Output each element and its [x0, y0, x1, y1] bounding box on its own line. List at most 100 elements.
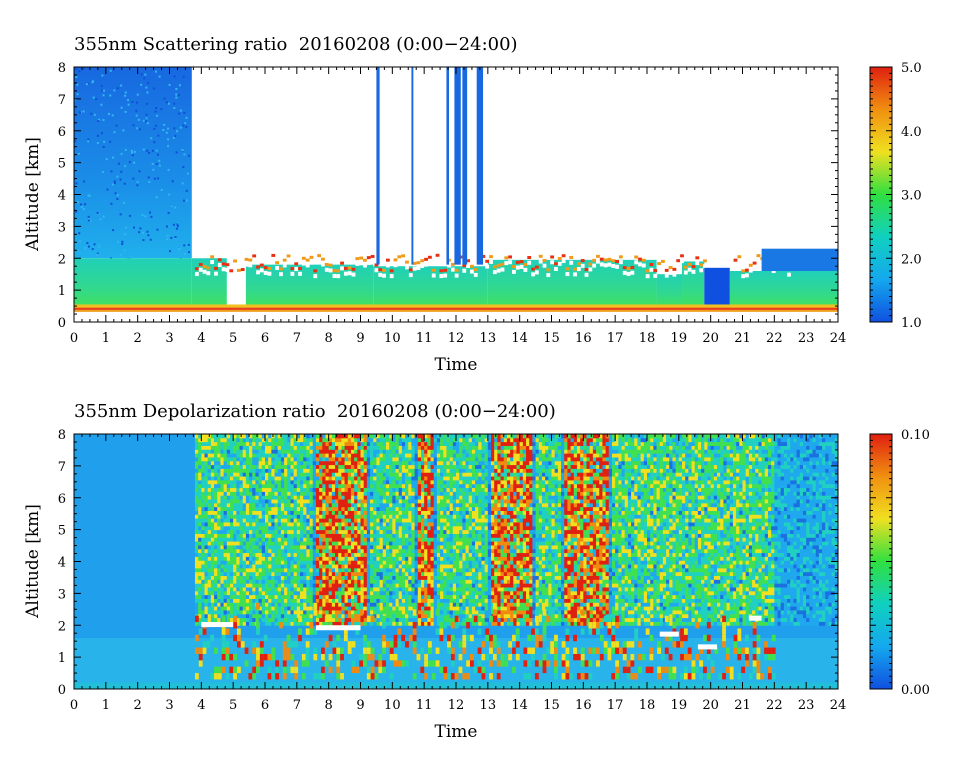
depol-pixel	[440, 595, 444, 599]
depol-pixel	[319, 553, 323, 557]
depol-pixel	[201, 442, 205, 446]
depol-pixel	[399, 533, 403, 537]
depol-pixel	[431, 461, 435, 465]
depol-pixel	[373, 503, 377, 507]
depol-pixel	[208, 518, 212, 522]
depol-pixel	[348, 576, 352, 580]
depol-pixel	[405, 564, 409, 568]
depol-pixel	[275, 621, 279, 625]
depol-pixel	[208, 595, 212, 599]
depol-pixel	[281, 560, 285, 564]
depol-pixel	[332, 499, 336, 503]
depol-pixel	[195, 556, 199, 560]
cloud-top-contour	[420, 259, 424, 262]
depol-pixel	[316, 495, 320, 499]
noise-pixel	[149, 211, 151, 213]
depol-pixel	[402, 618, 406, 622]
depol-pixel	[348, 449, 352, 453]
cloud-core	[245, 263, 249, 267]
depol-pixel	[329, 595, 333, 599]
depol-pixel	[303, 541, 307, 545]
depol-pixel	[440, 526, 444, 530]
depol-pixel	[214, 484, 218, 488]
depol-pixel	[329, 438, 333, 442]
depol-pixel	[411, 445, 415, 449]
depol-pixel	[265, 587, 269, 591]
depol-pixel	[335, 545, 339, 549]
depol-pixel	[224, 595, 228, 599]
depol-pixel	[259, 610, 263, 614]
depol-pixel	[396, 457, 400, 461]
boundary-layer	[74, 258, 192, 306]
depol-pixel	[252, 461, 256, 465]
depol-pixel	[402, 533, 406, 537]
depol-pixel	[361, 553, 365, 557]
depol-pixel	[287, 518, 291, 522]
depol-pixel	[329, 553, 333, 557]
depol-pixel	[341, 488, 345, 492]
depol-pixel	[329, 579, 333, 583]
depol-pixel	[294, 545, 298, 549]
depol-pixel	[227, 442, 231, 446]
cloud-top-contour	[501, 263, 505, 266]
depol-pixel	[233, 598, 237, 602]
depol-pixel	[300, 518, 304, 522]
depol-pixel	[230, 591, 234, 595]
depol-pixel	[287, 598, 291, 602]
scattering-xtick-label: 4	[197, 331, 205, 346]
cloud-core	[462, 269, 466, 273]
depol-pixel	[233, 595, 237, 599]
depol-pixel	[383, 499, 387, 503]
noise-pixel	[173, 107, 175, 109]
noise-pixel	[131, 152, 133, 154]
depol-pixel	[348, 549, 352, 553]
depol-pixel	[294, 522, 298, 526]
depol-pixel	[396, 507, 400, 511]
depol-pixel	[233, 484, 237, 488]
depol-pixel	[364, 595, 368, 599]
depol-pixel	[249, 518, 253, 522]
depol-pixel	[287, 576, 291, 580]
noise-pixel	[143, 77, 145, 79]
depol-pixel	[424, 564, 428, 568]
depol-pixel	[357, 545, 361, 549]
depol-pixel	[268, 468, 272, 472]
depol-pixel	[211, 476, 215, 480]
depol-pixel	[284, 449, 288, 453]
depol-pixel	[418, 606, 422, 610]
depol-pixel	[201, 445, 205, 449]
cloud-core	[271, 259, 275, 263]
depol-pixel	[306, 541, 310, 545]
depol-pixel	[224, 553, 228, 557]
depol-pixel	[262, 583, 266, 587]
depol-pixel	[255, 438, 259, 442]
depol-pixel	[265, 480, 269, 484]
depol-pixel	[354, 598, 358, 602]
depol-pixel	[259, 579, 263, 583]
depol-pixel	[249, 442, 253, 446]
noise-pixel	[159, 165, 161, 167]
cloud-core	[485, 265, 489, 269]
depol-pixel	[354, 545, 358, 549]
depol-pixel	[265, 606, 269, 610]
depol-pixel	[265, 484, 269, 488]
depol-pixel	[380, 591, 384, 595]
depol-pixel	[338, 511, 342, 515]
depol-pixel	[230, 530, 234, 534]
depol-pixel	[262, 507, 266, 511]
depol-pixel	[201, 514, 205, 518]
depol-pixel	[201, 499, 205, 503]
depol-pixel	[214, 472, 218, 476]
depol-pixel	[294, 595, 298, 599]
depol-pixel	[316, 488, 320, 492]
depol-pixel	[329, 449, 333, 453]
depol-pixel	[319, 530, 323, 534]
depol-pixel	[389, 468, 393, 472]
depol-pixel	[262, 533, 266, 537]
cloud-core	[203, 270, 207, 274]
depol-pixel	[259, 468, 263, 472]
cloud-core	[604, 263, 608, 267]
depol-pixel	[208, 602, 212, 606]
depol-pixel	[370, 537, 374, 541]
depol-pixel	[236, 553, 240, 557]
